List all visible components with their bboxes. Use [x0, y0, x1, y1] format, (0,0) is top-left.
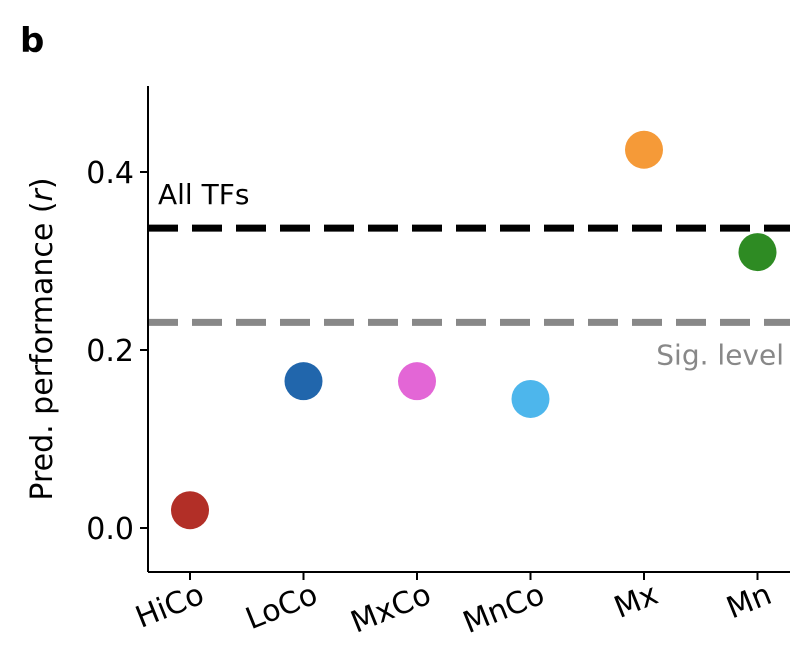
- data-point-loco: [284, 362, 323, 401]
- y-axis-title: Pred. performance (r): [25, 177, 60, 500]
- reference-lines: All TFs Sig. level: [148, 178, 790, 371]
- data-point-hico: [171, 491, 209, 530]
- reference-line-label: Sig. level: [656, 338, 784, 371]
- x-tick-label: HiCo: [131, 577, 209, 636]
- panel-label: b: [20, 21, 44, 61]
- data-point-mx: [625, 130, 663, 169]
- x-tick-label: Mn: [722, 577, 777, 626]
- data-point-mnco: [511, 379, 550, 418]
- data-points: [171, 130, 777, 530]
- data-point-mxco: [398, 362, 436, 401]
- y-tick-label: 0.4: [86, 156, 134, 191]
- x-tick-label: MxCo: [346, 577, 436, 641]
- y-tick-label: 0.2: [86, 334, 134, 369]
- y-axis-ticks: 0.0 0.2 0.4: [86, 156, 148, 547]
- reference-line-label: All TFs: [158, 178, 249, 211]
- x-tick-label: MnCo: [458, 577, 549, 641]
- x-tick-label: Mx: [609, 577, 663, 626]
- x-tick-label: LoCo: [241, 577, 323, 637]
- y-tick-label: 0.0: [86, 512, 134, 547]
- data-point-mn: [738, 233, 777, 272]
- x-axis-ticks: HiCo LoCo MxCo MnCo Mx Mn: [131, 572, 777, 641]
